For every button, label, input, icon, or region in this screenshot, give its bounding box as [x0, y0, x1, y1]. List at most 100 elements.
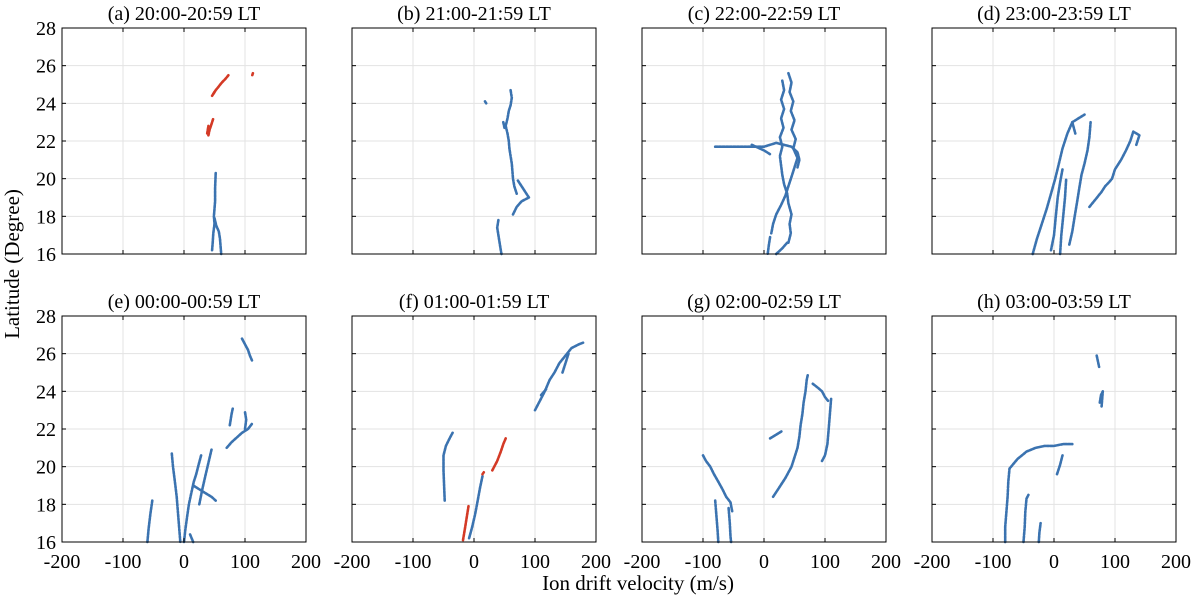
x-tick-label: -200 — [334, 551, 371, 573]
x-tick-label: -200 — [624, 551, 661, 573]
blue-series-trace — [1098, 389, 1105, 408]
blue-series-trace — [442, 431, 454, 502]
red-series-trace — [210, 90, 216, 98]
blue-series-trace — [495, 218, 503, 256]
y-tick-label: 18 — [36, 494, 56, 516]
blue-series-trace — [769, 71, 799, 235]
x-tick-label: 200 — [1161, 551, 1191, 573]
blue-series-trace — [1068, 120, 1092, 246]
blue-series-trace — [561, 352, 570, 374]
panel-b: (b) 21:00-21:59 LT — [351, 3, 597, 256]
blue-series-trace — [811, 382, 830, 403]
blue-series-trace — [467, 474, 484, 540]
x-tick-label: 200 — [581, 551, 611, 573]
blue-series-trace — [504, 88, 519, 195]
red-series-trace — [205, 124, 210, 135]
blue-series-trace — [1022, 493, 1030, 544]
x-tick-label: 100 — [1100, 551, 1130, 573]
blue-series-trace — [191, 484, 217, 502]
blue-series-trace — [228, 406, 235, 427]
red-series-trace — [251, 71, 255, 77]
blue-series-trace — [483, 100, 488, 105]
blue-series-trace — [210, 171, 217, 252]
panel-e: 16 18 20 22 24 26 28 -200 -100 0 100 200 (e) 00:00-0… — [36, 291, 321, 573]
blue-series-trace — [225, 422, 254, 450]
y-tick-label: 16 — [36, 244, 56, 266]
blue-series-trace — [774, 241, 789, 256]
x-tick-label: 200 — [291, 551, 321, 573]
panel-title: (c) 22:00-22:59 LT — [688, 3, 841, 25]
x-tick-label: -200 — [914, 551, 951, 573]
panel-g: -200 -100 0 100 200 (g) 02:00-02:59 LT — [624, 291, 901, 573]
y-tick-label: 24 — [36, 381, 56, 403]
panel-title: (h) 03:00-03:59 LT — [977, 291, 1131, 313]
blue-series-trace — [182, 454, 203, 544]
x-tick-label: -100 — [685, 551, 722, 573]
y-axis-label: Latitude (Degree) — [0, 189, 24, 339]
x-tick-label: -100 — [105, 551, 142, 573]
blue-series-trace — [213, 216, 223, 256]
panel-title: (d) 23:00-23:59 LT — [977, 3, 1131, 25]
blue-series-trace — [1037, 521, 1042, 544]
blue-series-trace — [713, 141, 801, 169]
red-series-trace — [461, 504, 470, 542]
red-series-trace — [490, 437, 508, 472]
panels-group: 16 18 20 22 24 26 28 (a) 20:00-20:59 LT (b) 21:0… — [36, 3, 1191, 573]
panel-f: -200 -100 0 100 200 (f) 01:00-01:59 LT — [334, 291, 611, 573]
blue-series-trace — [539, 388, 548, 397]
panel-title: (f) 01:00-01:59 LT — [399, 291, 549, 313]
red-series-trace — [207, 117, 215, 137]
x-tick-label: 0 — [469, 551, 479, 573]
blue-series-trace — [1049, 168, 1064, 252]
y-tick-label: 22 — [36, 131, 56, 153]
blue-series-trace — [188, 533, 195, 544]
x-tick-label: -200 — [44, 551, 81, 573]
x-tick-label: 100 — [230, 551, 260, 573]
x-tick-label: 0 — [1049, 551, 1059, 573]
panel-d: (d) 23:00-23:59 LT — [931, 3, 1177, 256]
panel-h: -200 -100 0 100 200 (h) 03:00-03:59 LT — [914, 291, 1191, 573]
x-axis-label: Ion drift velocity (m/s) — [542, 571, 734, 595]
x-tick-label: 0 — [179, 551, 189, 573]
y-tick-label: 22 — [36, 419, 56, 441]
blue-series-trace — [778, 79, 793, 244]
blue-series-trace — [170, 452, 182, 544]
panel-c: (c) 22:00-22:59 LT — [641, 3, 887, 256]
x-tick-label: 100 — [520, 551, 550, 573]
blue-series-trace — [146, 499, 154, 544]
blue-series-trace — [243, 410, 248, 431]
blue-series-trace — [713, 499, 720, 544]
blue-series-trace — [240, 337, 254, 363]
y-tick-label: 24 — [36, 93, 56, 115]
panel-title: (g) 02:00-02:59 LT — [687, 291, 841, 313]
y-tick-label: 26 — [36, 344, 56, 366]
blue-series-trace — [1095, 354, 1101, 369]
y-tick-label: 20 — [36, 457, 56, 479]
y-tick-label: 16 — [36, 532, 56, 554]
blue-series-trace — [820, 397, 833, 463]
x-tick-label: 0 — [759, 551, 769, 573]
blue-series-trace — [1055, 454, 1064, 476]
panel-title: (b) 21:00-21:59 LT — [397, 3, 551, 25]
panel-title: (e) 00:00-00:59 LT — [108, 291, 261, 313]
x-tick-label: -100 — [395, 551, 432, 573]
x-tick-label: -100 — [975, 551, 1012, 573]
panel-a: 16 18 20 22 24 26 28 (a) 20:00-20:59 LT — [36, 3, 307, 266]
panel-title: (a) 20:00-20:59 LT — [108, 3, 261, 25]
red-series-trace — [212, 73, 230, 96]
y-tick-label: 20 — [36, 169, 56, 191]
blue-series-trace — [1058, 177, 1068, 256]
x-tick-label: 200 — [871, 551, 901, 573]
blue-series-trace — [501, 120, 506, 130]
blue-series-trace — [771, 373, 810, 499]
blue-series-trace — [1071, 120, 1077, 135]
blue-series-trace — [768, 429, 784, 440]
blue-series-trace — [701, 454, 734, 514]
x-tick-label: 100 — [810, 551, 840, 573]
blue-series-trace — [766, 235, 772, 256]
blue-series-trace — [511, 179, 531, 216]
y-tick-label: 18 — [36, 206, 56, 228]
y-tick-label: 28 — [36, 306, 56, 328]
blue-series-trace — [198, 448, 213, 506]
